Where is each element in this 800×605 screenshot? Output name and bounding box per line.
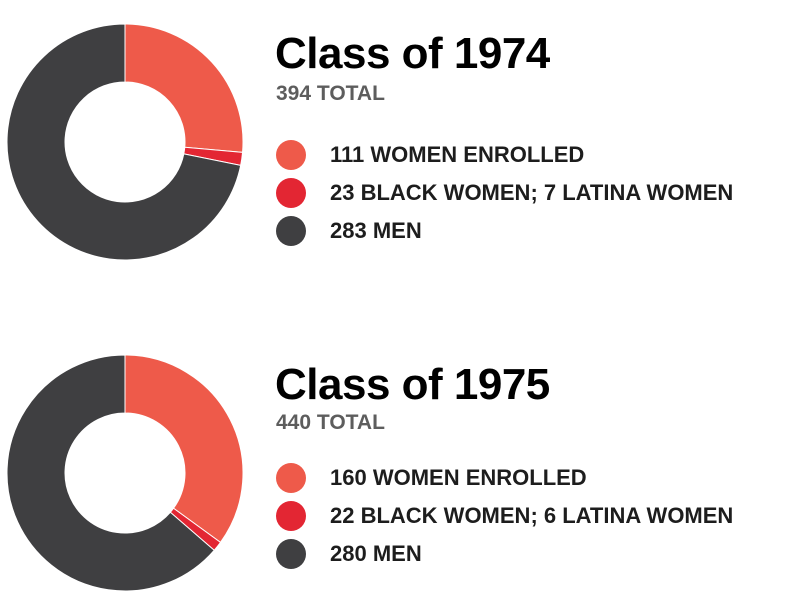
legend-swatch-women	[276, 140, 306, 170]
chart-title: Class of 1974	[275, 29, 550, 78]
donut-slice-women	[124, 355, 244, 544]
donut-chart-1975	[6, 355, 244, 592]
legend-label: 23 BLACK WOMEN; 7 LATINA WOMEN	[330, 180, 734, 205]
chart-class-1974: Class of 1974 394 TOTAL 111 WOMEN ENROLL…	[0, 24, 800, 274]
legend-label: 22 BLACK WOMEN; 6 LATINA WOMEN	[330, 503, 734, 528]
legend-item-men: 283 MEN	[276, 212, 733, 250]
legend-label: 111 WOMEN ENROLLED	[330, 142, 585, 167]
legend-swatch-men	[276, 216, 306, 246]
chart-subtitle-total: 394 TOTAL	[276, 82, 385, 105]
legend-item-women: 111 WOMEN ENROLLED	[276, 136, 733, 174]
legend-swatch-women	[276, 463, 306, 493]
chart-class-1975: Class of 1975 440 TOTAL 160 WOMEN ENROLL…	[0, 355, 800, 605]
legend-label: 160 WOMEN ENROLLED	[330, 465, 587, 490]
legend-label: 280 MEN	[330, 541, 422, 566]
donut-slice-women	[124, 24, 244, 153]
legend: 160 WOMEN ENROLLED 22 BLACK WOMEN; 6 LAT…	[276, 459, 733, 573]
legend-label: 283 MEN	[330, 218, 422, 243]
donut-chart-1974	[6, 24, 244, 261]
chart-subtitle-total: 440 TOTAL	[276, 411, 385, 434]
legend-item-men: 280 MEN	[276, 535, 733, 573]
legend-swatch-men	[276, 539, 306, 569]
legend-item-women: 160 WOMEN ENROLLED	[276, 459, 733, 497]
legend: 111 WOMEN ENROLLED 23 BLACK WOMEN; 7 LAT…	[276, 136, 733, 250]
legend-swatch-black-latina-women	[276, 501, 306, 531]
donut-slice-men	[6, 24, 242, 261]
donut-slice-men	[6, 355, 215, 592]
legend-swatch-black-latina-women	[276, 178, 306, 208]
legend-item-black-latina-women: 22 BLACK WOMEN; 6 LATINA WOMEN	[276, 497, 733, 535]
legend-item-black-latina-women: 23 BLACK WOMEN; 7 LATINA WOMEN	[276, 174, 733, 212]
chart-title: Class of 1975	[275, 360, 550, 409]
